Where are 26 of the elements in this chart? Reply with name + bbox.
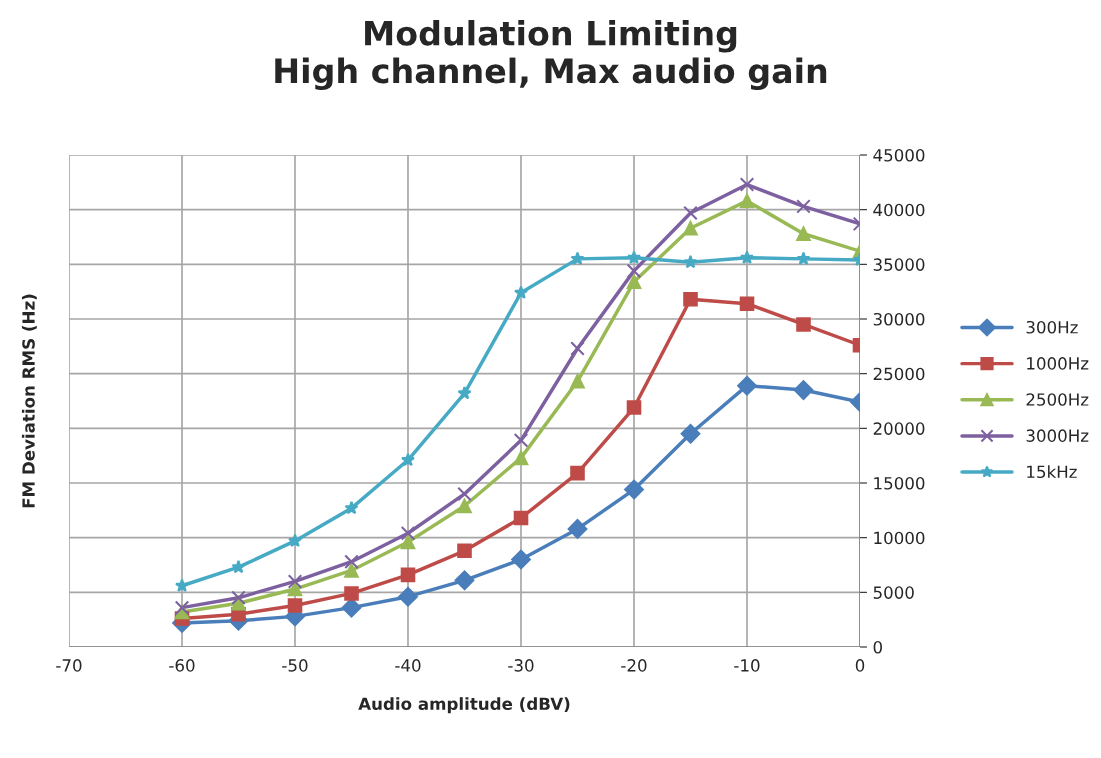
legend-label: 300Hz [1026,320,1078,334]
y-tick-label: 30000 [873,312,925,326]
x-axis-title: Audio amplitude (dBV) [358,697,570,714]
y-axis-title: FM Deviation RMS (Hz) [21,294,37,508]
legend-label: 3000Hz [1026,429,1089,442]
y-tick-label: 35000 [873,258,925,271]
y-tick-label: 20000 [873,422,925,435]
legend-label: 15kHz [1027,465,1077,479]
y-tick-label: 45000 [873,148,925,162]
x-tick-label: -50 [282,659,308,672]
y-tick-label: 0 [873,640,882,654]
y-tick-label: 40000 [873,203,925,217]
x-tick-label: -40 [395,659,421,672]
y-tick-label: 10000 [874,531,925,545]
x-tick-label: -60 [169,659,195,672]
chart-title: Modulation Limiting High channel, Max audio gain [275,20,827,91]
y-tick-label: 15000 [874,476,925,490]
y-tick-label: 25000 [873,367,925,381]
x-tick-label: 0 [855,659,865,672]
y-tick-label: 5000 [873,586,914,599]
x-tick-label: -20 [621,659,647,672]
x-tick-label: -70 [56,659,82,672]
legend-label: 2500Hz [1026,393,1089,406]
x-tick-label: -30 [508,659,534,672]
legend-label: 1000Hz [1027,357,1089,370]
x-tick-label: -10 [734,659,760,672]
